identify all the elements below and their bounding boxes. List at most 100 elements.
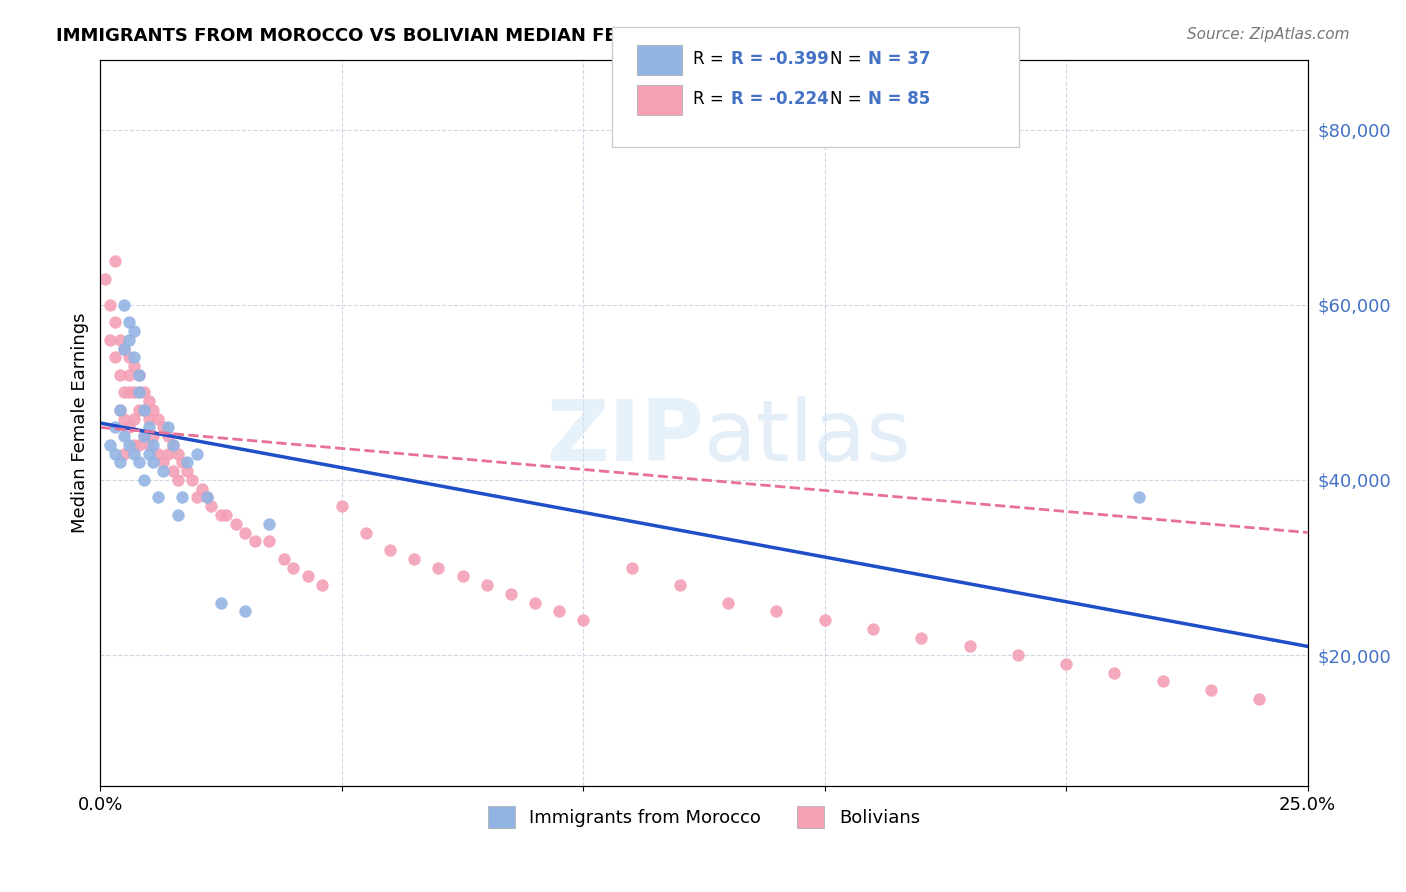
- Point: [108, 403, 131, 417]
- Point: [132, 429, 155, 443]
- Point: [118, 351, 141, 365]
- Point: [148, 491, 170, 505]
- Point: [451, 569, 474, 583]
- Point: [259, 516, 281, 531]
- Point: [1152, 674, 1174, 689]
- Point: [378, 543, 401, 558]
- Point: [959, 640, 981, 654]
- Text: N = 85: N = 85: [868, 90, 929, 108]
- Point: [114, 298, 136, 312]
- Point: [114, 447, 136, 461]
- Point: [138, 438, 160, 452]
- Point: [1054, 657, 1077, 671]
- Point: [233, 525, 256, 540]
- Point: [404, 551, 426, 566]
- Point: [142, 455, 165, 469]
- Point: [98, 298, 121, 312]
- Point: [152, 455, 174, 469]
- Text: N =: N =: [830, 50, 866, 68]
- Point: [1249, 692, 1271, 706]
- Point: [176, 464, 198, 478]
- Point: [148, 447, 170, 461]
- Text: R = -0.224: R = -0.224: [731, 90, 830, 108]
- Point: [166, 447, 188, 461]
- Point: [104, 351, 127, 365]
- Text: atlas: atlas: [704, 396, 912, 479]
- Point: [1199, 683, 1222, 698]
- Point: [114, 429, 136, 443]
- Point: [122, 447, 145, 461]
- Y-axis label: Median Female Earnings: Median Female Earnings: [72, 313, 89, 533]
- Point: [122, 385, 145, 400]
- Point: [118, 368, 141, 382]
- Point: [128, 455, 150, 469]
- Point: [176, 455, 198, 469]
- Point: [499, 587, 522, 601]
- Text: N = 37: N = 37: [868, 50, 929, 68]
- Text: R =: R =: [693, 90, 730, 108]
- Point: [94, 271, 117, 285]
- Point: [142, 438, 165, 452]
- Point: [200, 500, 222, 514]
- Point: [243, 534, 266, 549]
- Point: [273, 551, 295, 566]
- Point: [1128, 491, 1150, 505]
- Point: [142, 429, 165, 443]
- Point: [162, 438, 184, 452]
- Point: [138, 394, 160, 409]
- Point: [132, 385, 155, 400]
- Point: [156, 447, 179, 461]
- Point: [548, 604, 571, 618]
- Point: [104, 420, 127, 434]
- Point: [118, 420, 141, 434]
- Point: [283, 560, 305, 574]
- Point: [166, 508, 188, 522]
- Point: [765, 604, 787, 618]
- Point: [259, 534, 281, 549]
- Point: [108, 368, 131, 382]
- Point: [132, 403, 155, 417]
- Text: R =: R =: [693, 50, 730, 68]
- Point: [523, 596, 546, 610]
- Point: [128, 368, 150, 382]
- Point: [186, 491, 208, 505]
- Text: IMMIGRANTS FROM MOROCCO VS BOLIVIAN MEDIAN FEMALE EARNINGS CORRELATION CHART: IMMIGRANTS FROM MOROCCO VS BOLIVIAN MEDI…: [56, 27, 1004, 45]
- Point: [128, 403, 150, 417]
- Point: [114, 342, 136, 356]
- Point: [118, 385, 141, 400]
- Point: [233, 604, 256, 618]
- Point: [108, 403, 131, 417]
- Point: [152, 420, 174, 434]
- Point: [138, 411, 160, 425]
- Point: [118, 315, 141, 329]
- Legend: Immigrants from Morocco, Bolivians: Immigrants from Morocco, Bolivians: [481, 799, 927, 836]
- Point: [668, 578, 690, 592]
- Point: [162, 438, 184, 452]
- Point: [122, 438, 145, 452]
- Point: [162, 464, 184, 478]
- Point: [114, 342, 136, 356]
- Point: [148, 411, 170, 425]
- Point: [297, 569, 319, 583]
- Point: [862, 622, 884, 636]
- Point: [142, 403, 165, 417]
- Point: [104, 447, 127, 461]
- Point: [108, 455, 131, 469]
- Point: [186, 447, 208, 461]
- Text: N =: N =: [830, 90, 866, 108]
- Point: [311, 578, 333, 592]
- Point: [132, 429, 155, 443]
- Point: [122, 324, 145, 338]
- Point: [209, 508, 232, 522]
- Point: [108, 333, 131, 347]
- Text: Source: ZipAtlas.com: Source: ZipAtlas.com: [1187, 27, 1350, 42]
- Point: [152, 464, 174, 478]
- Point: [209, 596, 232, 610]
- Point: [330, 500, 353, 514]
- Point: [195, 491, 218, 505]
- Point: [122, 351, 145, 365]
- Text: R = -0.399: R = -0.399: [731, 50, 830, 68]
- Point: [118, 333, 141, 347]
- Point: [122, 411, 145, 425]
- Point: [114, 385, 136, 400]
